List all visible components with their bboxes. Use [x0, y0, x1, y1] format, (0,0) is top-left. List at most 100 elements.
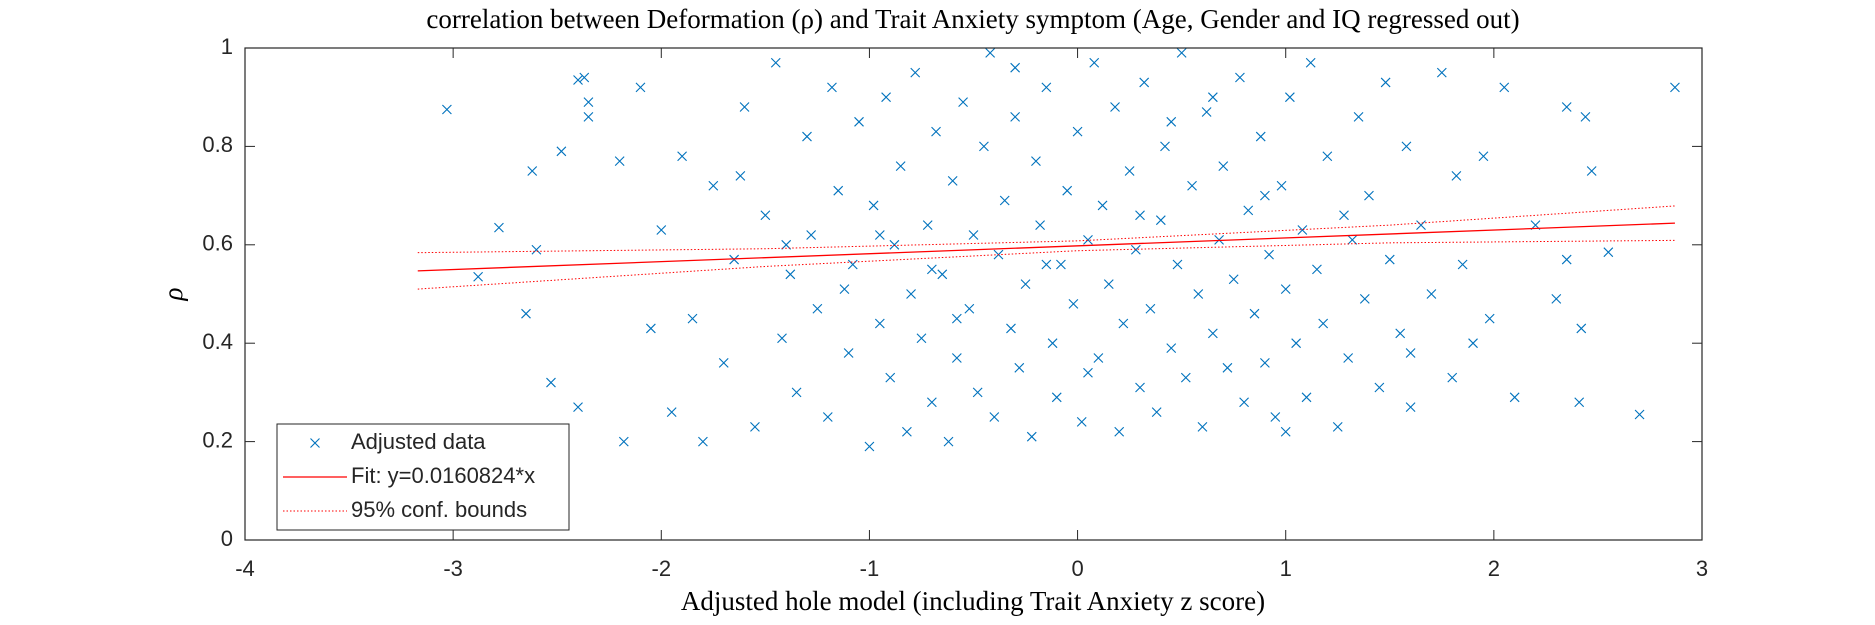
- y-tick-label: 1: [221, 34, 233, 59]
- data-point: [1124, 166, 1135, 176]
- data-point: [1364, 190, 1374, 201]
- data-point: [1207, 92, 1218, 103]
- data-point: [1010, 62, 1021, 73]
- data-point: [1347, 234, 1358, 245]
- data-point: [1260, 357, 1270, 368]
- data-point: [822, 412, 833, 422]
- data-point: [812, 303, 823, 314]
- data-point: [1035, 220, 1045, 231]
- data-point: [1499, 82, 1510, 93]
- data-point: [1509, 392, 1520, 403]
- data-point: [1318, 318, 1329, 329]
- data-point: [1301, 392, 1312, 403]
- data-point: [1166, 343, 1177, 354]
- data-point: [1374, 382, 1385, 393]
- data-point: [889, 239, 900, 250]
- legend-label: Adjusted data: [351, 429, 486, 454]
- data-point: [802, 131, 812, 142]
- data-point: [729, 254, 740, 265]
- legend-marker: [310, 438, 320, 448]
- data-point: [1255, 131, 1266, 142]
- data-point: [1093, 353, 1104, 363]
- data-point: [1187, 180, 1197, 191]
- data-point: [937, 269, 948, 280]
- data-point: [666, 407, 677, 417]
- data-point: [708, 180, 719, 191]
- data-point: [1484, 313, 1495, 324]
- data-point: [1020, 279, 1031, 290]
- data-point: [1014, 362, 1025, 373]
- data-point: [1139, 77, 1150, 88]
- data-point: [1353, 111, 1364, 122]
- y-axis-label: ρ: [158, 287, 188, 301]
- data-point: [1270, 412, 1281, 422]
- data-point: [1207, 328, 1218, 339]
- data-point: [806, 230, 817, 240]
- data-point: [854, 116, 864, 127]
- data-point: [1332, 421, 1343, 432]
- data-point: [1276, 180, 1287, 191]
- x-tick-label: -3: [443, 556, 463, 581]
- data-point: [583, 97, 594, 108]
- data-point: [1114, 426, 1125, 437]
- data-point: [785, 269, 796, 280]
- data-point: [1031, 156, 1041, 167]
- data-point: [979, 141, 989, 152]
- data-point: [583, 111, 594, 122]
- data-point: [1193, 289, 1204, 299]
- data-point: [931, 126, 941, 137]
- data-point: [1561, 102, 1572, 112]
- data-point: [895, 161, 906, 171]
- data-point: [1426, 289, 1437, 299]
- data-point: [656, 225, 667, 235]
- x-axis-label: Adjusted hole model (including Trait Anx…: [681, 586, 1265, 616]
- data-point: [1097, 200, 1108, 211]
- data-point: [1416, 220, 1426, 231]
- y-tick-label: 0.8: [202, 132, 233, 157]
- legend-label: 95% conf. bounds: [351, 497, 527, 522]
- data-point: [1135, 210, 1145, 221]
- data-point: [1026, 431, 1037, 442]
- conf-bound: [417, 239, 1675, 290]
- x-tick-label: -2: [652, 556, 672, 581]
- data-point: [1056, 259, 1066, 270]
- data-point: [698, 436, 708, 447]
- data-point: [556, 146, 567, 157]
- data-point: [531, 244, 542, 255]
- data-point: [1010, 111, 1021, 122]
- data-point: [1072, 126, 1083, 137]
- data-point: [1478, 151, 1489, 162]
- y-tick-label: 0.4: [202, 329, 233, 354]
- data-point: [839, 284, 850, 294]
- data-point: [718, 357, 729, 368]
- data-point: [910, 67, 921, 78]
- data-point: [645, 323, 656, 334]
- data-point: [916, 333, 927, 344]
- data-point: [951, 353, 962, 363]
- data-point: [1457, 259, 1468, 270]
- data-point: [1197, 421, 1208, 432]
- x-tick-label: -4: [235, 556, 255, 581]
- data-point: [1047, 338, 1058, 349]
- data-point: [546, 377, 556, 388]
- data-point: [1384, 254, 1395, 265]
- data-point: [1359, 294, 1370, 304]
- data-point: [1380, 77, 1391, 88]
- data-point: [958, 97, 968, 108]
- data-point: [1260, 190, 1270, 201]
- data-point: [864, 441, 875, 452]
- data-point: [951, 313, 962, 324]
- data-point: [1243, 205, 1254, 216]
- x-tick-label: 3: [1696, 556, 1708, 581]
- data-point: [906, 289, 916, 299]
- data-point: [1436, 67, 1447, 78]
- data-point: [1405, 402, 1416, 413]
- data-point: [972, 387, 983, 398]
- data-point: [1322, 151, 1333, 162]
- data-point: [1551, 294, 1562, 304]
- data-point: [827, 82, 837, 93]
- data-point: [739, 102, 750, 112]
- data-point: [1561, 254, 1572, 265]
- data-point: [1574, 397, 1585, 408]
